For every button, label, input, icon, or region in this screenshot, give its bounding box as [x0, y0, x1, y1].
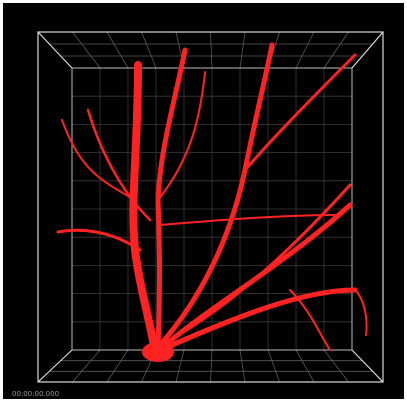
box-edge: [351, 31, 384, 69]
dendrite: [159, 214, 341, 226]
soma: [142, 342, 174, 362]
dendrite: [61, 119, 136, 201]
dendrite: [157, 42, 275, 348]
dendrite: [86, 108, 152, 222]
grid-line: [239, 31, 246, 69]
box-front-face: [37, 31, 384, 383]
dendrite: [354, 289, 368, 336]
box-edge: [37, 31, 73, 69]
bounding-box: [37, 31, 384, 383]
grid-line: [72, 31, 101, 69]
grid-line: [323, 349, 349, 383]
dendrite: [157, 71, 206, 201]
grid-line: [323, 31, 349, 69]
grid-line: [210, 349, 213, 383]
grid-line: [295, 349, 315, 383]
dendrite: [289, 289, 331, 351]
grid-line: [72, 349, 101, 383]
timestamp: 00:00:00.000: [12, 390, 59, 398]
dendrite: [162, 287, 358, 351]
grid-line: [267, 349, 280, 383]
dendrite: [168, 183, 352, 342]
dendrite: [56, 228, 142, 252]
box-back-face: [71, 67, 353, 351]
grid-line: [106, 349, 129, 383]
dendrite: [129, 61, 159, 356]
neuron: [56, 42, 368, 362]
grid-line: [175, 349, 185, 383]
viewport-background: [3, 3, 404, 399]
box-edge: [37, 349, 73, 383]
grid-line: [141, 31, 157, 69]
grid-line: [210, 31, 213, 69]
grid-line: [106, 31, 129, 69]
dendrite: [243, 53, 357, 172]
grid-line: [239, 349, 246, 383]
bounding-box-grid: [49, 31, 373, 383]
grid-line: [295, 31, 315, 69]
box-edge: [351, 349, 384, 383]
